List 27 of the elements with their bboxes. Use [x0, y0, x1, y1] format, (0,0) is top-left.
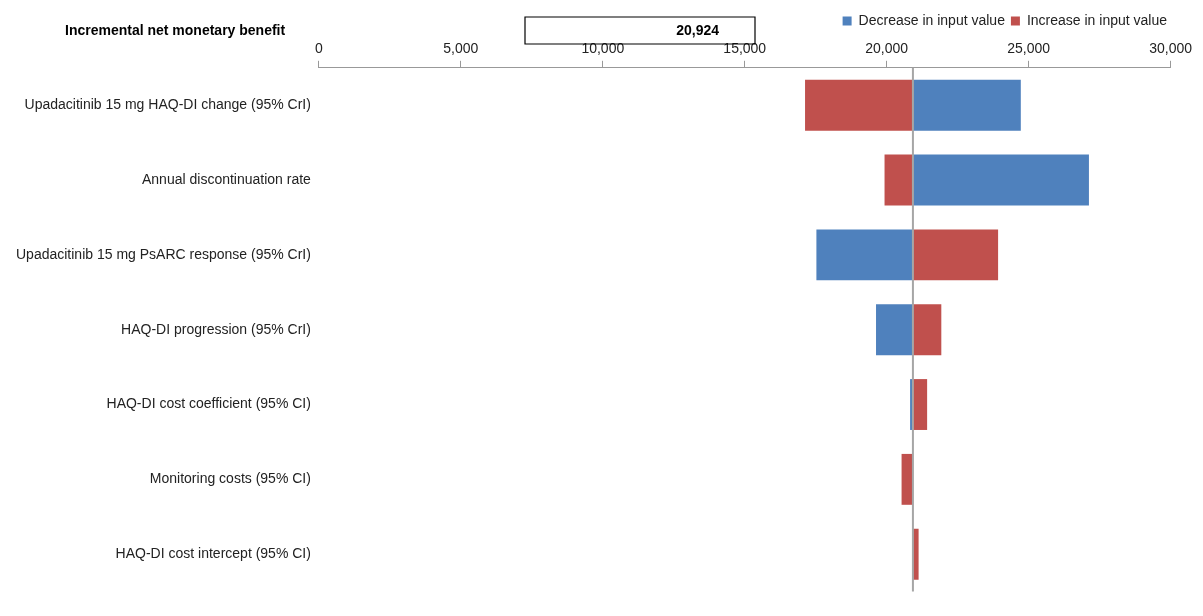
- x-tick-label: 10,000: [581, 40, 625, 57]
- bar: [912, 229, 999, 281]
- y-tick-label: HAQ-DI cost coefficient (95% CI): [106, 395, 311, 412]
- text: 20,924: [676, 22, 720, 39]
- legend-label: Decrease in input value: [858, 11, 1006, 28]
- x-tick-label: 25,000: [1007, 40, 1051, 57]
- bar: [912, 379, 928, 430]
- bar: [876, 304, 913, 356]
- legend-label: Increase in input value: [1026, 11, 1168, 28]
- bar: [805, 79, 913, 131]
- text: Incremental net monetary benefit: [65, 21, 286, 38]
- bar: [912, 154, 1089, 206]
- x-tick-label: 30,000: [1149, 40, 1193, 57]
- bar: [912, 304, 942, 356]
- y-tick-label: HAQ-DI cost intercept (95% CI): [115, 545, 311, 562]
- x-tick-label: 5,000: [443, 40, 479, 57]
- y-tick-label: Monitoring costs (95% CI): [149, 470, 311, 487]
- x-tick-label: 0: [315, 40, 323, 57]
- bar: [816, 229, 913, 281]
- bar: [912, 79, 1021, 131]
- x-tick-label: 20,000: [865, 40, 909, 57]
- x-tick-label: 15,000: [723, 40, 767, 57]
- y-tick-label: HAQ-DI progression (95% CrI): [121, 320, 311, 337]
- y-tick-label: Upadacitinib 15 mg HAQ-DI change (95% CrI): [24, 96, 311, 113]
- y-tick-label: Annual discontinuation rate: [142, 170, 312, 187]
- y-tick-label: Upadacitinib 15 mg PsARC response (95% CrI): [16, 245, 311, 262]
- bar: [884, 154, 913, 206]
